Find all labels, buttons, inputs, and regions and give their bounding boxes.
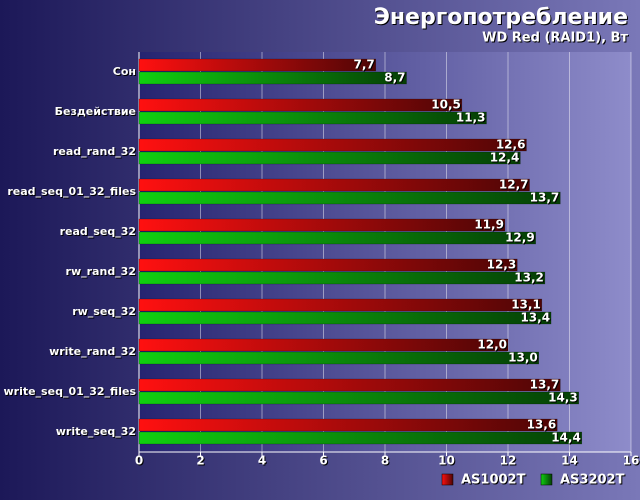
category-label: rw_rand_32 [66,265,136,278]
x-tick-label: 2 [196,454,204,468]
value-label: 12,0 [477,338,507,352]
value-label: 14,4 [551,431,581,445]
bar [138,298,543,312]
x-tick-label: 16 [623,454,640,468]
value-label: 13,7 [530,191,560,205]
value-label: 13,0 [508,351,538,365]
bar [138,351,539,365]
value-label: 11,3 [456,111,486,125]
x-tick-label: 14 [561,454,578,468]
category-label: read_seq_32 [60,225,136,238]
category-label: Сон [113,65,136,78]
value-label: 13,1 [511,298,541,312]
value-label: 11,9 [474,218,504,232]
category-label: read_seq_01_32_files [7,185,136,198]
bar [138,98,463,112]
value-label: 13,4 [520,311,550,325]
bar [138,218,506,232]
category-label: read_rand_32 [53,145,136,158]
category-label: write_seq_01_32_files [3,385,136,398]
bar [138,311,552,325]
legend-swatch [441,473,454,486]
chart-title: Энергопотребление [374,5,628,30]
value-label: 13,2 [514,271,544,285]
category-label: write_rand_32 [49,345,136,358]
value-label: 12,7 [499,178,529,192]
value-label: 12,6 [496,138,526,152]
bar [138,431,583,445]
bar [138,231,536,245]
x-tick-label: 8 [381,454,389,468]
bar [138,111,487,125]
x-tick-label: 10 [438,454,455,468]
bar [138,418,558,432]
bar [138,138,527,152]
category-label: write_seq_32 [56,425,136,438]
bar [138,71,407,85]
x-tick-label: 0 [135,454,143,468]
legend-label: AS3202T [560,473,625,488]
x-tick-label: 4 [258,454,266,468]
bar [138,338,509,352]
bar [138,378,561,392]
bar [138,58,377,72]
legend-swatch [540,473,553,486]
category-label: rw_seq_32 [72,305,136,318]
value-label: 12,4 [490,151,520,165]
bar [138,191,561,205]
bar [138,151,521,165]
value-label: 12,3 [487,258,517,272]
value-label: 10,5 [431,98,461,112]
bar [138,178,530,192]
value-label: 14,3 [548,391,578,405]
category-label: Бездействие [55,105,136,118]
value-label: 8,7 [384,71,405,85]
value-label: 13,6 [527,418,557,432]
bar [138,258,518,272]
x-tick-label: 12 [500,454,517,468]
x-tick-label: 6 [319,454,327,468]
value-label: 13,7 [530,378,560,392]
value-label: 7,7 [354,58,375,72]
value-label: 12,9 [505,231,535,245]
chart-subtitle: WD Red (RAID1), Вт [482,31,628,46]
bar [138,271,546,285]
legend-label: AS1002T [461,473,526,488]
bar [138,391,579,405]
